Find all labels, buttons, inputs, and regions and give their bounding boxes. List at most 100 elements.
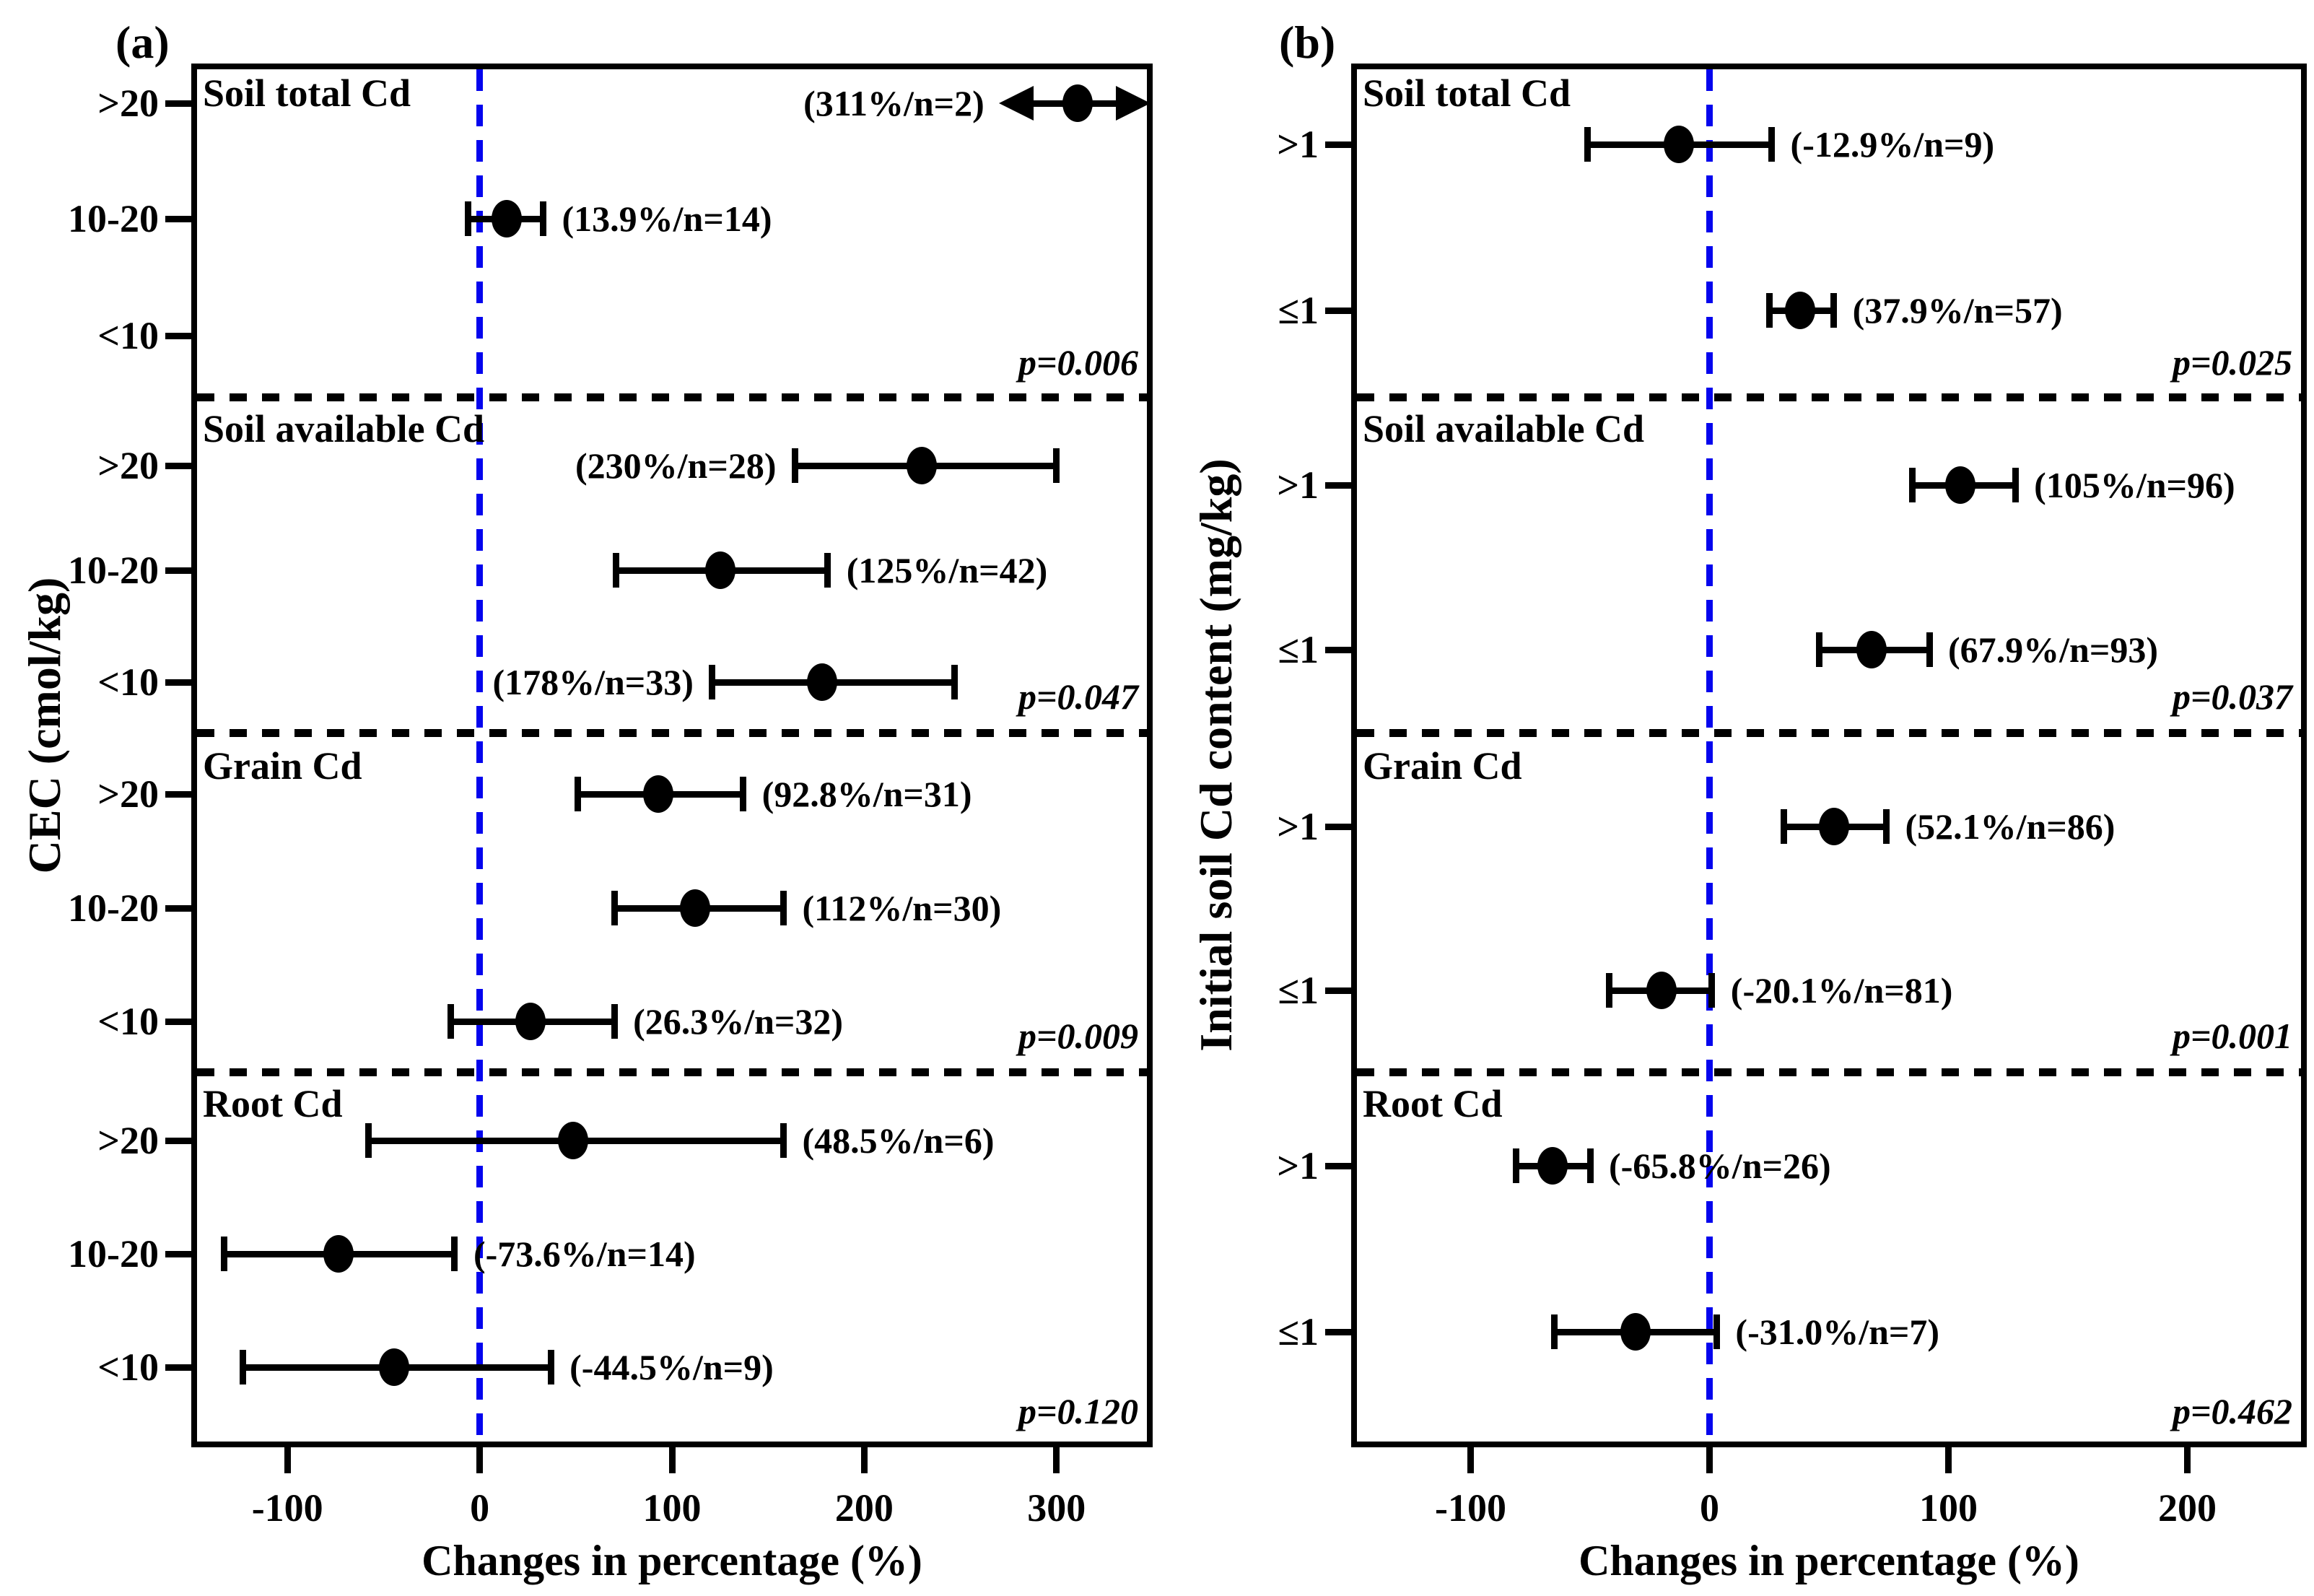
- mean-marker: [907, 447, 938, 484]
- error-bar-cap-left: [574, 777, 581, 811]
- category-tick: [1325, 1328, 1357, 1335]
- section-title: Soil available Cd: [1363, 407, 1645, 450]
- mean-marker: [679, 889, 710, 927]
- mean-marker: [1620, 1313, 1651, 1351]
- mean-marker: [515, 1003, 546, 1040]
- x-axis-tick: [860, 1447, 868, 1473]
- p-value-label: p=0.001: [2173, 1016, 2292, 1056]
- error-bar-cap-left: [613, 553, 620, 588]
- zero-reference-line: [1706, 69, 1713, 1442]
- category-label: >20: [97, 444, 159, 487]
- category-tick: [165, 1250, 197, 1257]
- mean-marker: [557, 1122, 588, 1159]
- error-bar-cap-left: [791, 448, 798, 483]
- section-separator: [197, 1068, 1147, 1076]
- mean-marker: [1663, 126, 1694, 163]
- data-point-label: (125%/n=42): [846, 550, 1048, 590]
- data-point-label: (37.9%/n=57): [1852, 290, 2063, 331]
- data-point-label: (311%/n=2): [803, 83, 984, 123]
- error-bar-cap-right: [1926, 632, 1933, 667]
- error-bar-cap-left: [1816, 632, 1823, 667]
- right-arrowhead-icon: [1116, 86, 1151, 121]
- section-title: Soil total Cd: [1363, 71, 1571, 115]
- mean-marker: [1856, 631, 1887, 668]
- x-axis-tick: [1467, 1447, 1474, 1473]
- error-bar-cap-left: [1550, 1314, 1558, 1349]
- category-tick: [165, 790, 197, 798]
- category-label: 10-20: [68, 886, 159, 930]
- error-bar-cap-right: [2012, 468, 2019, 502]
- category-label: 10-20: [68, 549, 159, 592]
- error-bar-cap-right: [611, 1004, 618, 1039]
- category-tick: [165, 1018, 197, 1025]
- category-label: ≤1: [1278, 289, 1319, 332]
- error-bar-cap-right: [824, 553, 831, 588]
- category-tick: [1325, 307, 1357, 314]
- error-bar-cap-left: [1765, 293, 1773, 328]
- section-separator: [197, 393, 1147, 401]
- data-point-label: (48.5%/n=6): [802, 1120, 995, 1161]
- section-title: Grain Cd: [1363, 744, 1522, 788]
- data-point-label: (230%/n=28): [575, 445, 777, 486]
- category-label: >20: [97, 772, 159, 816]
- category-label: >1: [1277, 463, 1319, 507]
- category-tick: [165, 332, 197, 339]
- category-label: 10-20: [68, 197, 159, 240]
- x-axis-tick-label: 100: [1919, 1486, 1978, 1530]
- x-axis-tick: [1945, 1447, 1952, 1473]
- x-axis-tick-label: -100: [1435, 1486, 1506, 1530]
- mean-marker: [1784, 292, 1815, 329]
- category-tick: [165, 215, 197, 222]
- error-bar-cap-left: [611, 891, 618, 925]
- error-bar-cap-right: [547, 1350, 554, 1384]
- section-separator: [1357, 1068, 2301, 1076]
- category-tick: [165, 462, 197, 469]
- x-axis-tick-label: 0: [470, 1486, 490, 1530]
- error-bar-cap-right: [740, 777, 747, 811]
- panel-a-letter: (a): [115, 17, 170, 68]
- error-bar-cap-right: [1882, 809, 1890, 844]
- error-bar-cap-left: [1605, 973, 1612, 1008]
- p-value-label: p=0.025: [2173, 342, 2292, 383]
- data-point-label: (-12.9%/n=9): [1790, 124, 1995, 165]
- p-value-label: p=0.047: [1018, 676, 1138, 717]
- category-tick: [1325, 141, 1357, 148]
- data-point-label: (52.1%/n=86): [1905, 806, 2116, 847]
- data-point-label: (-65.8%/n=26): [1609, 1146, 1831, 1186]
- panel-a-x-axis-title: Changes in percentage (%): [422, 1537, 922, 1584]
- category-tick: [1325, 823, 1357, 830]
- category-tick: [165, 567, 197, 574]
- error-bar-cap-left: [1584, 127, 1592, 162]
- left-arrowhead-icon: [998, 86, 1034, 121]
- error-bar-cap-left: [1909, 468, 1916, 502]
- category-label: <10: [97, 314, 159, 357]
- category-label: >1: [1277, 805, 1319, 848]
- category-tick: [165, 1137, 197, 1144]
- data-point-label: (26.3%/n=32): [633, 1001, 844, 1042]
- category-label: <10: [97, 1346, 159, 1389]
- error-bar-cap-right: [951, 665, 959, 699]
- data-point-label: (13.9%/n=14): [562, 199, 772, 239]
- category-label: <10: [97, 660, 159, 704]
- zero-reference-line: [476, 69, 484, 1442]
- data-point-label: (112%/n=30): [802, 888, 1002, 928]
- category-tick: [1325, 481, 1357, 489]
- data-point-label: (105%/n=96): [2034, 465, 2235, 505]
- x-axis-tick-label: 100: [642, 1486, 702, 1530]
- data-point-label: (-31.0%/n=7): [1735, 1312, 1940, 1352]
- error-bar-cap-left: [465, 201, 472, 236]
- error-bar-cap-right: [540, 201, 546, 236]
- panel-a-frame: [191, 64, 1153, 1447]
- mean-marker: [1945, 466, 1976, 504]
- error-bar-cap-right: [1053, 448, 1060, 483]
- data-point-label: (67.9%/n=93): [1948, 629, 2159, 670]
- category-label: <10: [97, 1000, 159, 1043]
- error-bar-cap-left: [1512, 1148, 1519, 1183]
- category-label: >1: [1277, 123, 1319, 166]
- x-axis-tick: [668, 1447, 676, 1473]
- mean-marker: [379, 1348, 410, 1386]
- panel-b-y-axis-title: Initial soil Cd content (mg/kg): [1190, 458, 1241, 1052]
- x-axis-tick-label: -100: [251, 1486, 323, 1530]
- panel-b-x-axis-title: Changes in percentage (%): [1579, 1537, 2079, 1584]
- category-tick: [1325, 646, 1357, 653]
